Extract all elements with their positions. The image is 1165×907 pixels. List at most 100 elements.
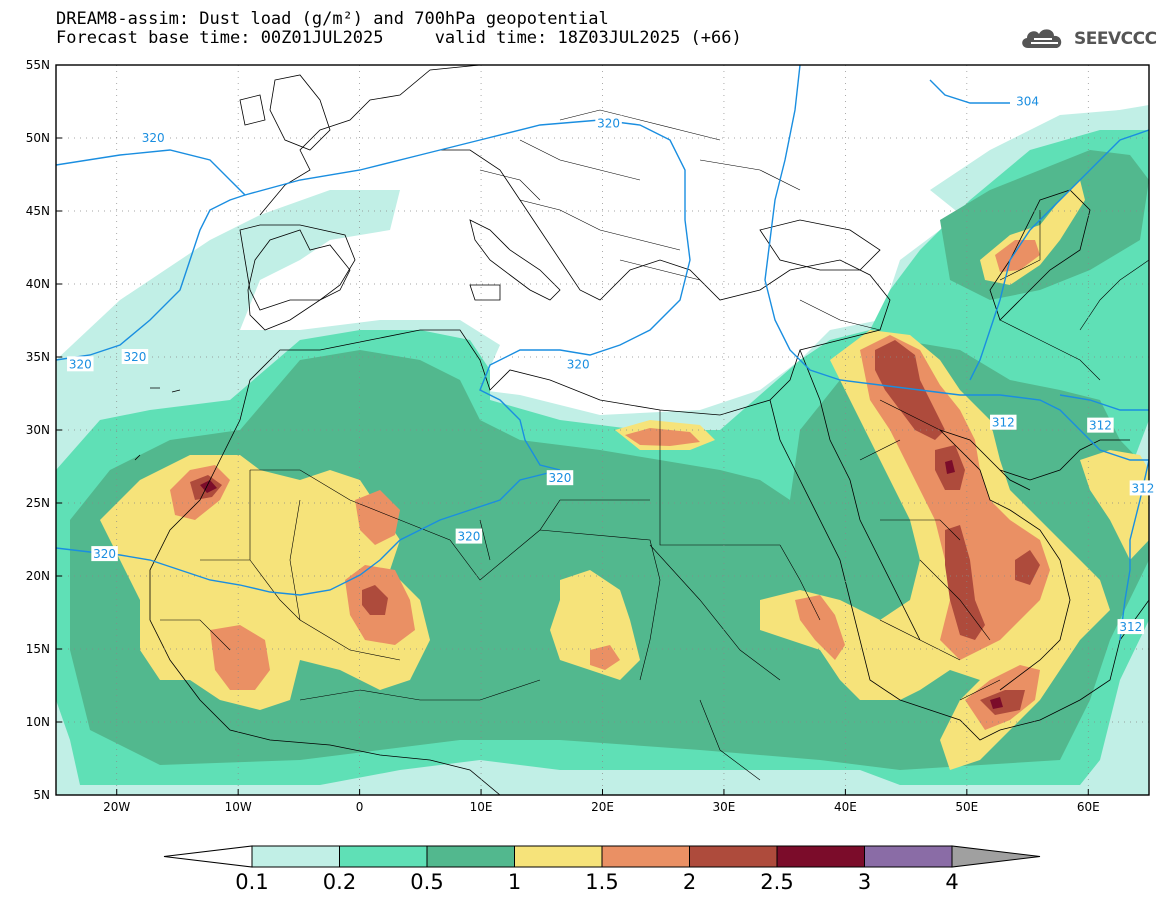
- contour-label-bg: [564, 356, 592, 372]
- contour-320-north: [56, 149, 247, 361]
- map-header: DREAM8-assim: Dust load (g/m²) and 700hP…: [56, 10, 742, 48]
- lat-tick-label: 45N: [26, 204, 50, 218]
- dust-field-twohalf-yemen: [990, 697, 1003, 709]
- latitude-ticks: 5N 10N 15N 20N 25N 30N 35N 40N 45N 50N 55N: [26, 58, 62, 802]
- dust-field-onehalf-eritrea: [795, 595, 845, 660]
- seevccc-logo: SEEVCCC: [1018, 24, 1157, 54]
- map-title: DREAM8-assim: Dust load (g/m²) and 700hP…: [56, 9, 609, 29]
- dust-field-onehalf-mauritania: [210, 625, 270, 690]
- contour-label-320: 320: [69, 357, 92, 371]
- colorbar-level-label: 2.5: [760, 870, 793, 894]
- contour-label-312: 312: [1089, 419, 1112, 433]
- lon-tick-label: 20E: [591, 800, 614, 814]
- dust-field-two-yemen: [980, 690, 1025, 715]
- contour-label-304: 304: [1016, 95, 1039, 109]
- contour-label-320: 320: [457, 530, 480, 544]
- colorbar-level-label: 0.1: [235, 870, 268, 894]
- lat-tick-label: 5N: [33, 788, 50, 802]
- lat-tick-label: 55N: [26, 58, 50, 72]
- contour-label-320: 320: [93, 547, 116, 561]
- contour-label-320: 320: [123, 350, 146, 364]
- contour-label-312: 312: [1131, 481, 1154, 495]
- contour-label-bg: [1129, 480, 1157, 496]
- colorbar-level-label: 0.5: [410, 870, 443, 894]
- lon-tick-label: 10E: [470, 800, 493, 814]
- dust-field-twohalf-sahara: [200, 480, 217, 493]
- geopotential-contours: [56, 65, 1149, 641]
- contour-label-320: 320: [549, 471, 572, 485]
- contour-label-bg: [121, 349, 149, 364]
- contour-label-312: 312: [1119, 620, 1142, 634]
- contour-320-sahara: [56, 469, 561, 596]
- contour-label-bg: [1087, 417, 1114, 433]
- coastline-arabia-east: [799, 349, 1130, 691]
- contour-label-bg: [91, 546, 118, 562]
- contour-label-bg: [139, 130, 167, 145]
- grid-lines: [56, 65, 1149, 795]
- lat-tick-label: 40N: [26, 277, 50, 291]
- contour-label-312: 312: [992, 416, 1015, 430]
- contour-label-320: 320: [567, 357, 590, 371]
- lon-tick-label: 60E: [1077, 800, 1100, 814]
- colorbar-level-label: 0.2: [323, 870, 356, 894]
- contour-312-east: [764, 65, 1149, 461]
- dust-field-one-central: [550, 570, 640, 680]
- contour-320-europe: [244, 119, 691, 471]
- dust-field-onehalf-chad: [590, 645, 620, 670]
- contour-labels: 320 320 304 320 320 320 312 312 320 312 320 320 312: [67, 93, 1157, 635]
- lat-tick-label: 10N: [26, 715, 50, 729]
- longitude-ticks: 20W 10W 0 10E 20E 30E 40E 50E 60E: [103, 789, 1100, 814]
- coastline-iberia: [239, 224, 356, 311]
- lat-tick-label: 25N: [26, 496, 50, 510]
- logo-text: SEEVCCC: [1074, 29, 1157, 49]
- country-borders: [160, 109, 1149, 781]
- contour-304: [929, 79, 1010, 104]
- contour-label-bg: [1117, 619, 1145, 635]
- contour-312-caspian: [969, 129, 1149, 381]
- colorbar-level-label: 2: [683, 870, 696, 894]
- dust-field-onehalf-caspian: [995, 240, 1040, 272]
- lat-tick-label: 20N: [26, 569, 50, 583]
- dust-field-twohalf-arabia: [945, 460, 955, 474]
- dust-field-one-west: [100, 455, 430, 710]
- contour-label-bg: [595, 115, 622, 131]
- lon-tick-label: 0: [356, 800, 364, 814]
- colorbar-level-label: 1.5: [585, 870, 618, 894]
- dust-field-onehalf-algeria: [355, 490, 400, 545]
- colorbar-level-label: 3: [858, 870, 871, 894]
- dust-field-one-arabia: [760, 330, 1110, 770]
- lat-tick-label: 35N: [26, 350, 50, 364]
- contour-label-320: 320: [142, 131, 165, 145]
- dust-field-onehalf-libya: [625, 428, 700, 446]
- coastline-britain: [239, 74, 331, 151]
- lon-tick-label: 10W: [225, 800, 252, 814]
- contour-label-bg: [455, 528, 483, 544]
- lon-tick-label: 20W: [103, 800, 130, 814]
- coastline-red-sea: [769, 399, 1149, 741]
- colorbar-labels: 0.1 0.2 0.5 1 1.5 2 2.5 3 4: [235, 870, 958, 894]
- lat-tick-label: 50N: [26, 131, 50, 145]
- dust-field-two-arabia: [945, 525, 985, 640]
- coastline-persian-gulf: [939, 429, 1031, 491]
- lon-tick-label: 30E: [713, 800, 736, 814]
- forecast-time-line: Forecast base time: 00Z01JUL2025 valid t…: [56, 28, 742, 48]
- lat-tick-label: 30N: [26, 423, 50, 437]
- cloud-logo-icon: [1022, 29, 1062, 48]
- contour-label-320: 320: [597, 116, 620, 130]
- coastline-italy: [469, 219, 561, 301]
- coastlines-borders: [134, 65, 1149, 795]
- lon-tick-label: 40E: [834, 800, 857, 814]
- dust-field-two-iraq: [875, 340, 945, 440]
- lat-tick-label: 15N: [26, 642, 50, 656]
- colorbar-level-label: 1: [508, 870, 521, 894]
- coastline-canary: [134, 387, 181, 461]
- dust-field-two-oman: [1015, 550, 1040, 585]
- coastline-black-caspian: [759, 189, 1091, 321]
- colorbar-level-label: 4: [945, 870, 958, 894]
- contour-label-bg: [546, 470, 574, 486]
- contour-label-bg: [67, 356, 94, 372]
- coastline-europe-africa: [149, 65, 891, 795]
- contour-label-bg: [1014, 93, 1041, 109]
- dust-field-two-mali: [362, 585, 388, 615]
